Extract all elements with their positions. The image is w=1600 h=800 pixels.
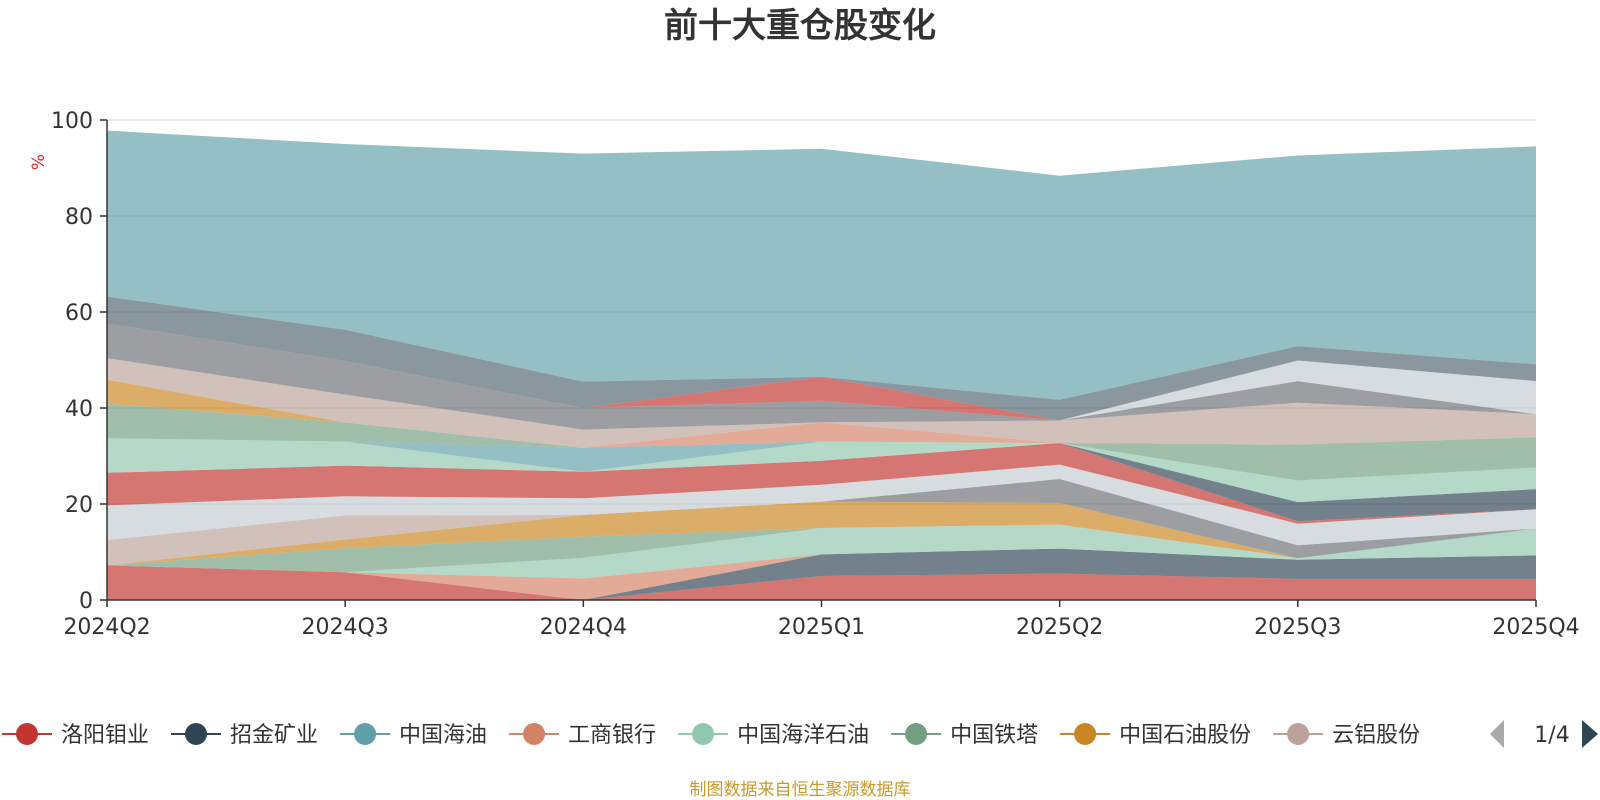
legend-item-label[interactable]: 中国海洋石油 (737, 723, 869, 748)
area-series-17 (107, 358, 1536, 448)
area-series-12 (107, 438, 1536, 503)
legend-item-label[interactable]: 中国石油股份 (1119, 723, 1251, 748)
y-tick-label: 20 (65, 493, 93, 518)
area-series-21 (107, 296, 1536, 421)
area-series-0 (107, 565, 1536, 600)
area-series-19 (107, 323, 1536, 421)
data-source-footer: 制图数据来自恒生聚源数据库 (690, 780, 911, 800)
legend-marker[interactable] (1074, 723, 1097, 745)
y-tick-label: 40 (65, 397, 93, 422)
area-series-10 (107, 443, 1536, 524)
area-series-4 (107, 524, 1536, 579)
legend-item-label[interactable]: 中国铁塔 (950, 723, 1038, 748)
x-tick-label: 2025Q2 (1016, 615, 1103, 640)
area-series-18 (107, 323, 1536, 430)
legend-marker[interactable] (523, 723, 546, 745)
area-series-1 (107, 548, 1536, 600)
area-series-7 (107, 501, 1536, 566)
y-tick-label: 60 (65, 301, 93, 326)
x-tick-label: 2025Q3 (1254, 615, 1341, 640)
legend-marker[interactable] (692, 723, 715, 745)
area-series-22 (107, 130, 1536, 400)
y-tick-label: 80 (65, 205, 93, 230)
legend-marker[interactable] (905, 723, 928, 745)
area-series-5 (107, 524, 1536, 573)
legend-item-label[interactable]: 云铝股份 (1332, 723, 1420, 748)
legend: 洛阳钼业 招金矿业 中国海油 工商银行 中国海洋石油 中国铁塔 中国石油股份 云铝股份 1/4 (2, 712, 1600, 756)
axes: 0 20 40 60 80 100 2024Q2 2024Q3 2024Q4 2025Q1 2025… (51, 109, 1580, 640)
legend-item-label[interactable]: 招金矿业 (230, 723, 318, 748)
legend-item-label[interactable]: 中国海油 (399, 723, 487, 748)
triangle-left-icon[interactable] (1490, 720, 1504, 748)
area-series-3 (107, 548, 1536, 600)
x-tick-label: 2025Q4 (1492, 615, 1579, 640)
x-tick-label: 2024Q2 (63, 615, 150, 640)
area-series-11 (107, 443, 1536, 522)
area-series-14 (107, 422, 1536, 481)
x-tick-label: 2024Q4 (540, 615, 627, 640)
legend-marker[interactable] (185, 723, 208, 745)
x-tick-label: 2025Q1 (778, 615, 865, 640)
area-series-15 (107, 403, 1536, 481)
legend-marker[interactable] (354, 723, 377, 745)
area-series (107, 130, 1536, 600)
chart-title: 前十大重仓股变化 (664, 6, 936, 46)
legend-marker[interactable] (16, 723, 38, 745)
legend-marker[interactable] (1287, 723, 1310, 745)
y-tick-label: 0 (79, 589, 93, 614)
legend-item-label[interactable]: 洛阳钼业 (61, 723, 149, 748)
x-tick-label: 2024Q3 (302, 615, 389, 640)
triangle-right-icon[interactable] (1582, 720, 1598, 748)
legend-page-indicator: 1/4 (1534, 723, 1569, 748)
y-tick-label: 100 (51, 109, 93, 134)
legend-item-label[interactable]: 工商银行 (568, 723, 656, 748)
y-axis-unit: % (29, 154, 49, 170)
area-series-13 (107, 438, 1536, 481)
area-series-6 (107, 501, 1536, 566)
area-series-9 (107, 464, 1536, 546)
